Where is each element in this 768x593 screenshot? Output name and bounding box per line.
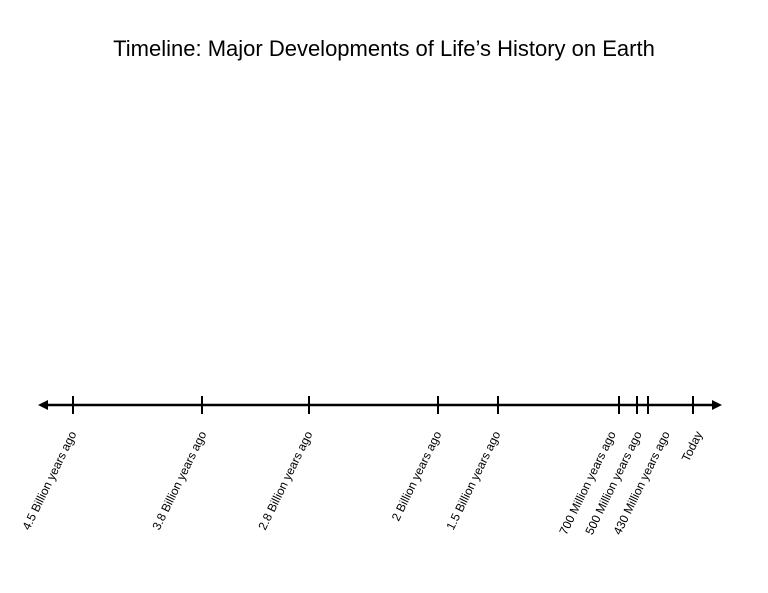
page-title: Timeline: Major Developments of Life’s H…	[113, 36, 655, 61]
left-arrowhead-icon	[38, 400, 48, 410]
right-arrowhead-icon	[712, 400, 722, 410]
